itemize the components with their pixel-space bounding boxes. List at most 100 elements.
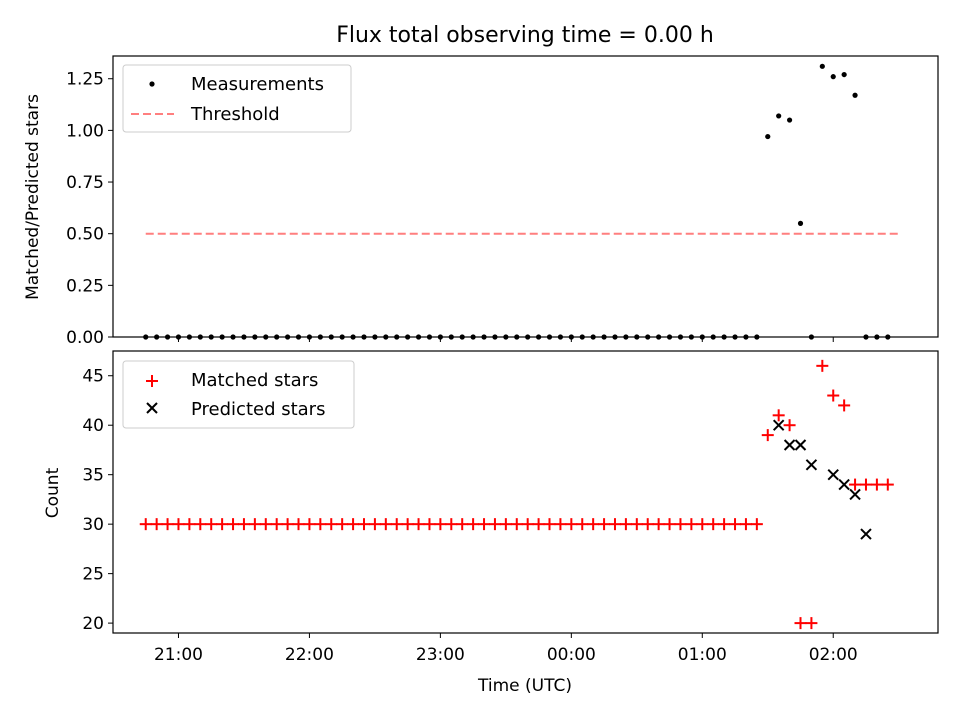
- bottom-plot-marks: [139, 359, 894, 630]
- legend-dot-marker: [149, 81, 155, 87]
- matched-star-point: [652, 518, 665, 531]
- matched-star-point: [216, 518, 229, 531]
- bottom-y-tick-label: 20: [82, 614, 104, 634]
- top-legend: Measurements Threshold: [122, 64, 352, 133]
- matched-star-point: [270, 518, 283, 531]
- matched-star-point: [816, 359, 829, 372]
- matched-star-point: [303, 518, 316, 531]
- matched-star-point: [674, 518, 687, 531]
- matched-star-point: [237, 518, 250, 531]
- matched-star-point: [685, 518, 698, 531]
- matched-star-point: [456, 518, 469, 531]
- matched-star-point: [663, 518, 676, 531]
- matched-star-point: [172, 518, 185, 531]
- bottom-x-tick-label: 01:00: [678, 645, 727, 665]
- matched-star-point: [510, 518, 523, 531]
- measurement-point: [841, 71, 847, 78]
- predicted-star-point: [783, 439, 796, 451]
- matched-star-point: [881, 478, 894, 491]
- predicted-star-point: [794, 439, 807, 451]
- measurement-point: [765, 133, 771, 140]
- matched-star-point: [827, 389, 840, 402]
- bottom-y-tick-label: 35: [82, 466, 104, 486]
- top-x-axis: [177, 337, 834, 342]
- predicted-star-point: [860, 528, 872, 540]
- matched-star-point: [434, 518, 447, 531]
- bottom-x-tick-label: 22:00: [285, 645, 334, 665]
- matched-star-point: [227, 518, 240, 531]
- matched-star-point: [357, 518, 370, 531]
- matched-star-point: [794, 617, 807, 630]
- matched-star-point: [641, 518, 654, 531]
- matched-star-point: [718, 518, 731, 531]
- matched-star-point: [543, 518, 556, 531]
- legend-predicted-label: Predicted stars: [191, 399, 325, 420]
- matched-star-point: [576, 518, 589, 531]
- matched-star-point: [761, 429, 774, 442]
- matched-star-point: [467, 518, 480, 531]
- matched-star-point: [838, 399, 851, 412]
- bottom-x-tick-label: 23:00: [416, 645, 465, 665]
- matched-star-point: [565, 518, 578, 531]
- matched-star-point: [772, 409, 785, 422]
- matched-star-point: [205, 518, 218, 531]
- matched-star-point: [259, 518, 272, 531]
- matched-star-point: [412, 518, 425, 531]
- matched-star-point: [139, 518, 152, 531]
- bottom-y-tick-label: 40: [82, 416, 104, 436]
- bottom-x-tick-label: 21:00: [154, 645, 203, 665]
- matched-star-point: [859, 478, 872, 491]
- matched-star-point: [499, 518, 512, 531]
- matched-star-point: [150, 518, 163, 531]
- matched-star-point: [619, 518, 632, 531]
- matched-star-point: [608, 518, 621, 531]
- bottom-x-axis: 21:00 22:00 23:00 00:00 01:00 02:00: [154, 633, 858, 665]
- bottom-y-tick-label: 45: [82, 367, 104, 387]
- matched-star-point: [292, 518, 305, 531]
- chart-title: Flux total observing time = 0.00 h: [336, 23, 714, 48]
- measurement-point: [786, 117, 793, 123]
- matched-star-point: [739, 518, 752, 531]
- matched-star-point: [696, 518, 709, 531]
- legend-threshold-label: Threshold: [190, 104, 280, 125]
- matched-star-point: [630, 518, 643, 531]
- bottom-legend-box: [122, 360, 355, 429]
- matched-star-point: [194, 518, 207, 531]
- matched-star-point: [314, 518, 327, 531]
- matched-star-point: [870, 478, 883, 491]
- matched-star-point: [183, 518, 196, 531]
- top-y-axis: 0.00 0.25 0.50 0.75 1.00 1.25: [66, 70, 113, 348]
- matched-star-point: [532, 518, 545, 531]
- matched-star-point: [401, 518, 414, 531]
- matched-star-point: [783, 419, 796, 432]
- top-panel: 0.00 0.25 0.50 0.75 1.00 1.25 Matched/Predict…: [23, 55, 939, 348]
- bottom-y-axis-label: Count: [43, 467, 63, 518]
- matched-star-point: [248, 518, 261, 531]
- matched-star-point: [325, 518, 338, 531]
- top-y-tick-label: 0.00: [66, 328, 104, 348]
- bottom-x-tick-label: 00:00: [547, 645, 596, 665]
- matched-star-point: [161, 518, 174, 531]
- bottom-axes-frame: [112, 350, 939, 634]
- bottom-y-tick-label: 25: [82, 565, 104, 585]
- matched-star-point: [347, 518, 360, 531]
- legend-matched-label: Matched stars: [191, 370, 318, 391]
- matched-star-point: [554, 518, 567, 531]
- matched-star-point: [478, 518, 491, 531]
- matched-star-point: [707, 518, 720, 531]
- legend-plus-marker: [146, 375, 158, 387]
- predicted-star-point: [849, 488, 861, 501]
- top-y-tick-label: 0.50: [66, 225, 104, 245]
- matched-star-point: [849, 478, 862, 491]
- legend-measurements-label: Measurements: [191, 74, 324, 95]
- matched-star-point: [488, 518, 501, 531]
- measurement-point: [852, 92, 858, 98]
- matched-star-point: [368, 518, 381, 531]
- measurement-point: [819, 63, 825, 69]
- bottom-y-axis: 20 25 30 35 40 45: [82, 367, 113, 634]
- matched-star-point: [445, 518, 458, 531]
- predicted-star-point: [805, 459, 818, 471]
- matched-star-point: [336, 518, 349, 531]
- matched-star-point: [750, 518, 763, 531]
- predicted-star-point: [772, 419, 785, 431]
